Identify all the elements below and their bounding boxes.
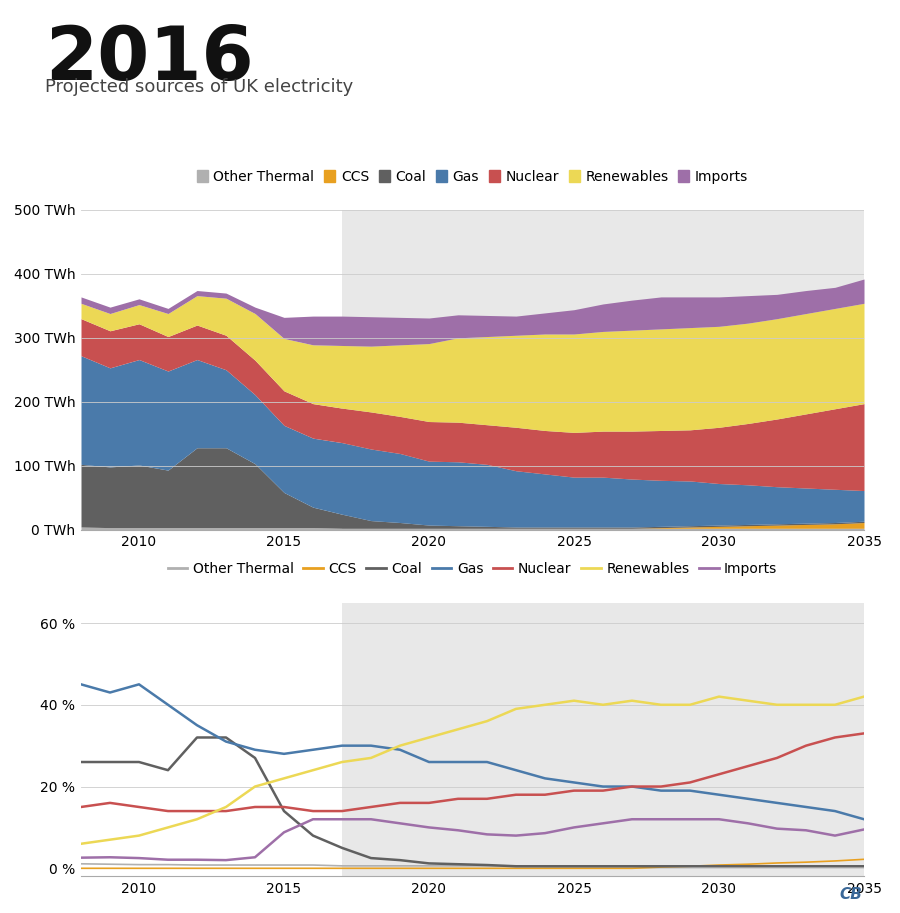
Bar — [342, 210, 873, 530]
Text: CB: CB — [840, 887, 862, 902]
Text: 2016: 2016 — [45, 23, 254, 96]
Bar — [342, 603, 873, 876]
Legend: Other Thermal, CCS, Coal, Gas, Nuclear, Renewables, Imports: Other Thermal, CCS, Coal, Gas, Nuclear, … — [197, 170, 748, 184]
Legend: Other Thermal, CCS, Coal, Gas, Nuclear, Renewables, Imports: Other Thermal, CCS, Coal, Gas, Nuclear, … — [167, 562, 778, 576]
Text: Projected sources of UK electricity: Projected sources of UK electricity — [45, 78, 353, 96]
